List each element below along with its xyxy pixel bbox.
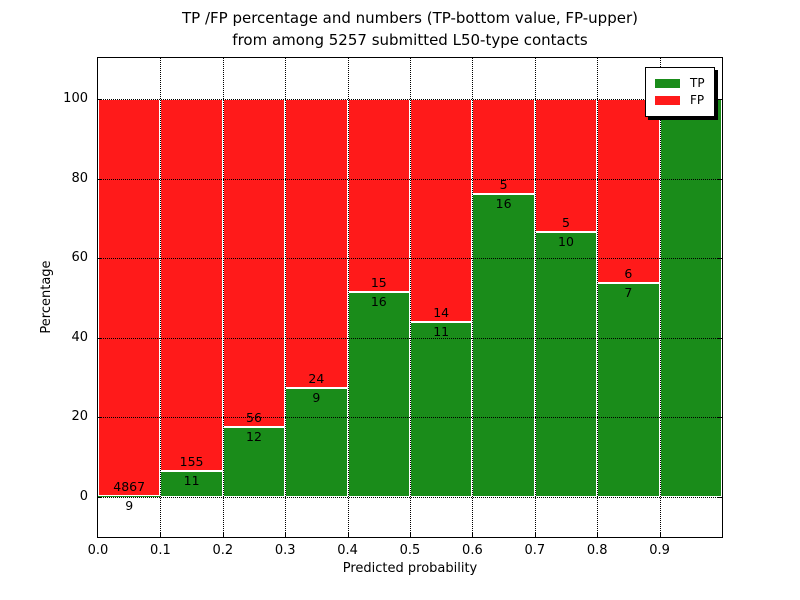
x-tick-label: 0.6 bbox=[462, 543, 483, 558]
bar-count-label-tp: 9 bbox=[125, 498, 134, 514]
y-tick-label: 40 bbox=[71, 329, 88, 345]
y-axis-tick bbox=[98, 417, 102, 419]
bar-count-label-fp: 56 bbox=[246, 409, 262, 425]
gridline-vertical bbox=[534, 58, 536, 537]
y-axis-tick bbox=[98, 258, 102, 260]
bar-segment-fp bbox=[160, 99, 223, 471]
y-axis-tick bbox=[98, 337, 102, 339]
bar-count-label-tp: 16 bbox=[495, 195, 512, 211]
bar-segment-fp bbox=[222, 99, 286, 427]
y-axis-tick bbox=[718, 258, 722, 260]
x-axis-label: Predicted probability bbox=[342, 561, 478, 576]
bar-count-label-tp: 9 bbox=[312, 390, 321, 406]
x-tick-label: 0.9 bbox=[649, 543, 670, 558]
bar-segment-fp bbox=[410, 99, 473, 322]
x-tick-label: 0.3 bbox=[274, 543, 296, 558]
x-axis-tick bbox=[659, 533, 661, 537]
y-axis-tick bbox=[718, 99, 722, 100]
bar-segment-fp bbox=[98, 99, 161, 497]
bar-segment-fp bbox=[597, 99, 660, 283]
bar-count-label-tp: 10 bbox=[558, 233, 574, 249]
gridline-vertical bbox=[410, 58, 411, 537]
y-axis-tick bbox=[98, 497, 102, 498]
chart-title-line1: TP /FP percentage and numbers (TP-bottom… bbox=[182, 9, 638, 27]
y-axis-tick bbox=[718, 417, 722, 419]
y-axis-tick bbox=[718, 497, 722, 498]
x-tick-label: 0.8 bbox=[586, 543, 608, 558]
bar-segment-tp bbox=[285, 388, 348, 497]
x-tick-label: 0.7 bbox=[524, 543, 546, 558]
gridline-vertical bbox=[597, 58, 599, 537]
bar-segment-tp bbox=[472, 193, 535, 497]
legend-swatch-fp-icon bbox=[655, 95, 680, 105]
x-axis-tick bbox=[347, 533, 349, 537]
y-tick-label: 100 bbox=[63, 91, 88, 106]
legend-label-fp: FP bbox=[690, 93, 705, 107]
y-tick-label: 80 bbox=[71, 170, 88, 186]
bar-count-label-fp: 5 bbox=[562, 214, 570, 230]
bar-count-label-fp: 4867 bbox=[113, 479, 146, 495]
x-axis-tick bbox=[472, 533, 474, 537]
bar-segment-tp bbox=[410, 321, 473, 497]
bar-count-label-fp: 155 bbox=[179, 453, 204, 469]
bar-count-label-tp: 16 bbox=[370, 293, 387, 309]
bar-segment-fp bbox=[534, 99, 598, 232]
y-axis-tick bbox=[98, 178, 102, 180]
bar-segment-tp bbox=[347, 291, 410, 497]
chart-title-line2: from among 5257 submitted L50-type conta… bbox=[232, 31, 588, 49]
bar-segment-tp bbox=[597, 282, 660, 497]
y-axis-tick bbox=[718, 178, 722, 180]
bar-count-label-fp: 15 bbox=[370, 274, 387, 290]
x-tick-label: 0.5 bbox=[399, 543, 421, 558]
gridline-vertical bbox=[659, 58, 661, 537]
legend: TP FP bbox=[645, 67, 715, 117]
legend-label-tp: TP bbox=[690, 76, 705, 90]
gridline-vertical bbox=[347, 58, 349, 537]
y-tick-label: 60 bbox=[71, 250, 88, 266]
bar-segment-tp bbox=[534, 231, 598, 497]
bar-segment-fp bbox=[347, 99, 410, 292]
y-tick-label: 20 bbox=[71, 409, 88, 425]
plot-area: 4867915511561224915161411516510679 bbox=[97, 57, 723, 538]
bar-count-label-fp: 5 bbox=[499, 176, 508, 192]
x-axis-tick bbox=[410, 533, 411, 537]
bar-count-label-tp: 11 bbox=[433, 323, 450, 339]
bar-count-label-fp: 14 bbox=[433, 304, 450, 320]
y-axis-tick bbox=[98, 99, 102, 100]
y-axis-label: Percentage bbox=[39, 260, 54, 334]
x-axis-tick bbox=[285, 533, 287, 537]
gridline-vertical bbox=[472, 58, 474, 537]
gridline-vertical bbox=[222, 58, 224, 537]
legend-row-tp: TP bbox=[655, 76, 705, 90]
legend-swatch-tp-icon bbox=[655, 78, 680, 88]
x-tick-label: 0.2 bbox=[212, 543, 234, 558]
bar-count-label-tp: 7 bbox=[624, 284, 633, 300]
bar-count-label-tp: 11 bbox=[183, 472, 200, 488]
x-tick-label: 0.0 bbox=[87, 543, 109, 558]
gridline-vertical bbox=[285, 58, 287, 537]
x-tick-label: 0.1 bbox=[150, 543, 171, 558]
bar-count-label-tp: 12 bbox=[246, 428, 262, 444]
bar-segment-tp bbox=[98, 496, 161, 497]
x-axis-tick bbox=[597, 533, 599, 537]
x-axis-tick bbox=[160, 533, 162, 537]
bar-count-label-fp: 6 bbox=[624, 265, 633, 281]
legend-row-fp: FP bbox=[655, 93, 705, 107]
bar-count-label-fp: 24 bbox=[308, 371, 325, 387]
y-tick-label: 0 bbox=[79, 489, 88, 504]
gridline-vertical bbox=[160, 58, 162, 537]
x-tick-label: 0.4 bbox=[337, 543, 358, 558]
x-axis-tick bbox=[534, 533, 536, 537]
bar-segment-tp bbox=[659, 99, 722, 497]
x-axis-tick bbox=[222, 533, 224, 537]
bar-segment-fp bbox=[285, 99, 348, 389]
y-axis-tick bbox=[718, 337, 722, 339]
bar-segment-tp bbox=[222, 426, 286, 497]
